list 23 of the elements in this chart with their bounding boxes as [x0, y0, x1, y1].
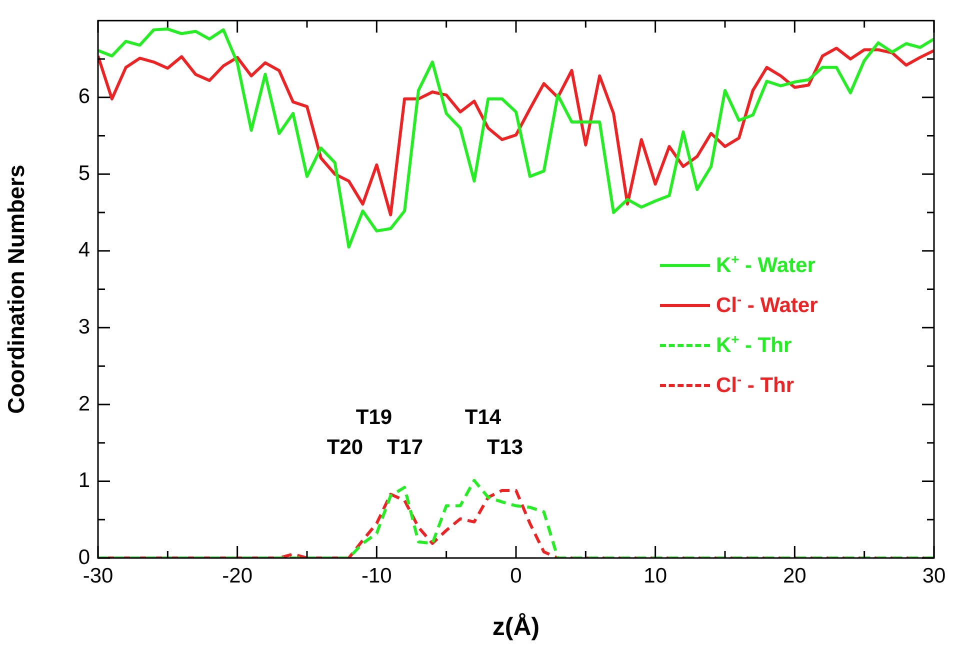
- x-tick-label: 10: [644, 564, 668, 588]
- y-tick-label: 1: [78, 469, 90, 492]
- x-tick-label: 30: [922, 564, 946, 588]
- annotation: T20: [326, 436, 364, 459]
- y-tick-label: 2: [78, 392, 90, 416]
- y-tick-label: 4: [78, 238, 90, 262]
- legend-label: Cl$^{-}$ - Thr: [716, 372, 794, 398]
- legend-label: K$^{+}$ - Thr: [716, 332, 792, 358]
- x-tick-label: -10: [361, 564, 392, 588]
- x-axis-title: z(Å): [492, 612, 540, 641]
- annotation: T17: [386, 436, 424, 459]
- y-axis-title: Coordination Numbers: [3, 164, 30, 414]
- y-tick-label: 5: [78, 162, 90, 185]
- annotation: T13: [486, 436, 524, 459]
- y-tick-label: 6: [78, 85, 90, 108]
- legend-label: Cl$^{-}$ - Water: [716, 292, 818, 318]
- x-tick-label: -20: [222, 564, 253, 588]
- annotation: T14: [464, 406, 502, 429]
- x-tick-label: 0: [510, 564, 522, 588]
- x-tick-label: 20: [782, 564, 806, 588]
- legend-label: K$^{+}$ - Water: [716, 252, 816, 278]
- annotation: T19: [356, 406, 392, 429]
- y-tick-label: 3: [78, 315, 90, 338]
